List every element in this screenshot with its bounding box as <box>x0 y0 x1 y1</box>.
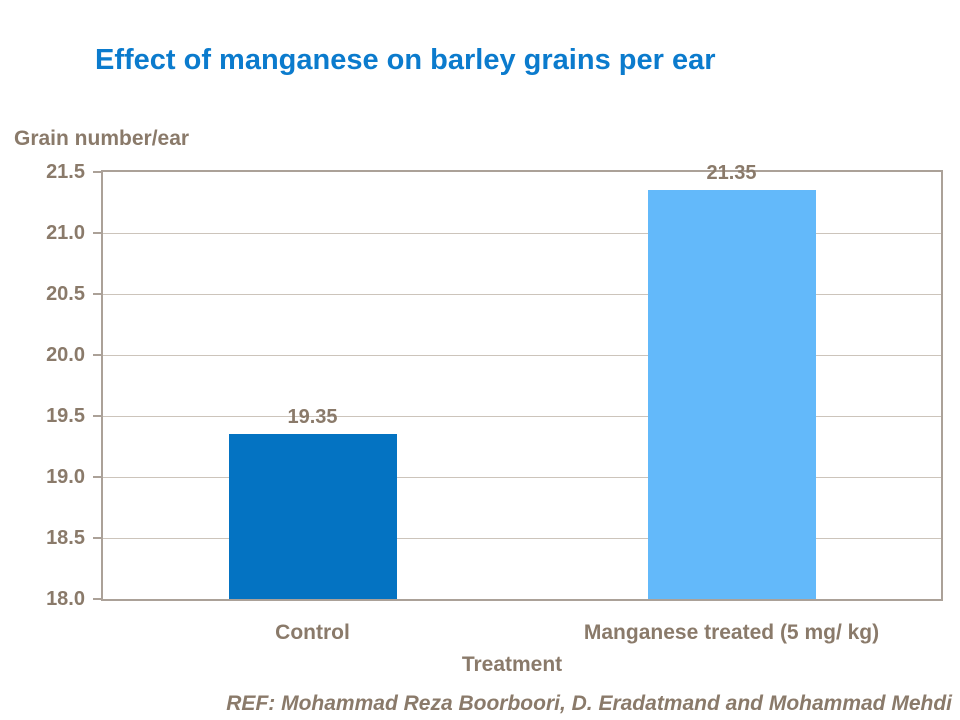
y-tick-label: 18.0 <box>46 588 85 610</box>
x-category-label: Control <box>275 621 350 644</box>
y-tick-label: 20.0 <box>46 344 85 366</box>
x-category-label: Manganese treated (5 mg/ kg) <box>583 621 880 644</box>
y-tick-mark <box>93 415 102 417</box>
bar-value-label: 19.35 <box>287 406 338 429</box>
y-tick-label: 19.0 <box>46 466 85 488</box>
y-tick-mark <box>93 537 102 539</box>
reference-text: REF: Mohammad Reza Boorboori, D. Eradatm… <box>226 692 952 715</box>
y-gridline <box>103 293 941 295</box>
y-tick-mark <box>93 598 102 600</box>
x-axis-title: Treatment <box>461 653 563 676</box>
y-gridline <box>103 415 941 417</box>
y-axis-title: Grain number/ear <box>14 127 190 150</box>
y-gridline <box>103 476 941 478</box>
y-tick-mark <box>93 354 102 356</box>
bar-2 <box>647 190 816 599</box>
chart-title: Effect of manganese on barley grains per… <box>95 44 716 76</box>
y-gridline <box>103 537 941 539</box>
bar-value-label: 21.35 <box>706 162 757 185</box>
y-tick-mark <box>93 476 102 478</box>
y-tick-label: 18.5 <box>46 527 85 549</box>
y-gridline <box>103 354 941 356</box>
y-tick-label: 21.5 <box>46 161 85 183</box>
plot-area: 21.5 21.0 20.5 20.0 19.5 19.0 18.5 18.0 19.35 Con… <box>46 162 943 644</box>
y-gridline <box>103 232 941 234</box>
y-tick-mark <box>93 232 102 234</box>
y-tick-label: 20.5 <box>46 283 85 305</box>
y-tick-label: 19.5 <box>46 405 85 427</box>
y-tick-label: 21.0 <box>46 222 85 244</box>
y-tick-mark <box>93 293 102 295</box>
bar-1 <box>228 434 397 599</box>
y-tick-mark <box>93 171 102 173</box>
